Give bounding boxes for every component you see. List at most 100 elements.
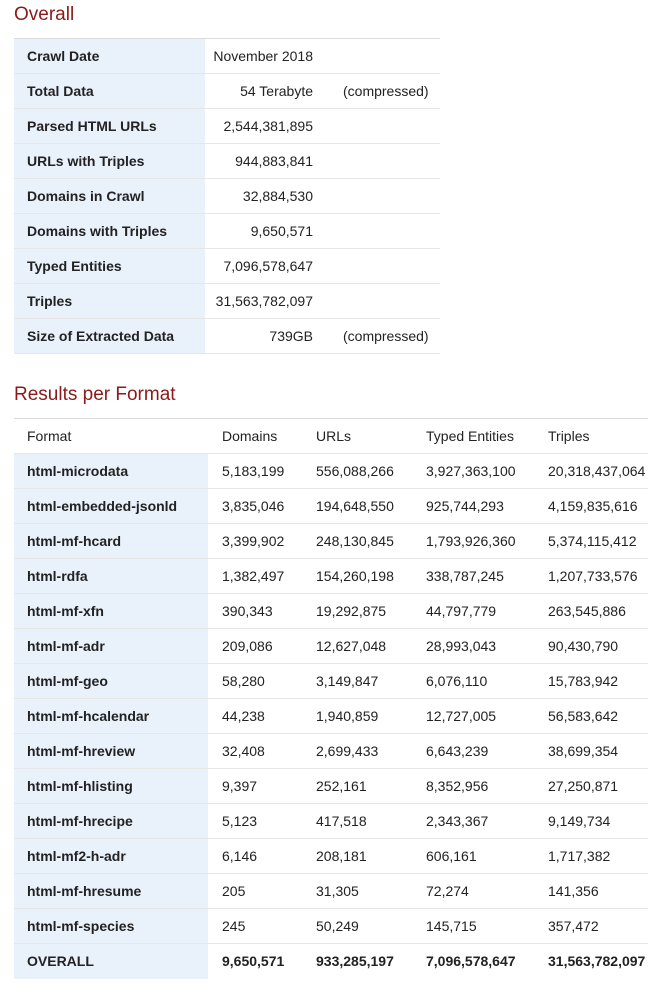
col-header-typed-entities: Typed Entities <box>412 418 534 454</box>
domains-cell: 32,408 <box>208 733 302 769</box>
format-cell: html-mf-hreview <box>14 733 208 769</box>
urls-cell: 50,249 <box>302 908 412 944</box>
col-header-format: Format <box>14 418 208 454</box>
triples-cell: 9,149,734 <box>534 803 648 839</box>
overall-value: 9,650,571 <box>205 213 321 249</box>
overall-label: Crawl Date <box>14 38 205 74</box>
results-per-format-heading: Results per Format <box>14 384 176 405</box>
table-row: html-mf-hcalendar 44,238 1,940,859 12,727,0… <box>14 698 648 734</box>
urls-cell: 248,130,845 <box>302 523 412 559</box>
table-row: Total Data 54 Terabyte (compressed) <box>14 73 440 109</box>
urls-cell: 154,260,198 <box>302 558 412 594</box>
domains-cell: 209,086 <box>208 628 302 664</box>
table-row: html-mf-hrecipe 5,123 417,518 2,343,367 9,14… <box>14 803 648 839</box>
urls-cell: 194,648,550 <box>302 488 412 524</box>
table-row: html-mf-geo 58,280 3,149,847 6,076,110 15,78… <box>14 663 648 699</box>
format-cell: html-mf-hrecipe <box>14 803 208 839</box>
overall-value: 54 Terabyte <box>205 73 321 109</box>
urls-cell: 31,305 <box>302 873 412 909</box>
results-per-format-table: Format Domains URLs Typed Entities Tripl… <box>14 418 648 979</box>
domains-cell: 6,146 <box>208 838 302 874</box>
table-row: html-mf-species 245 50,249 145,715 357,472 <box>14 908 648 944</box>
table-row: html-mf-hreview 32,408 2,699,433 6,643,239 3… <box>14 733 648 769</box>
overall-note: (compressed) <box>321 318 440 354</box>
triples-cell: 1,717,382 <box>534 838 648 874</box>
typed-entities-cell: 145,715 <box>412 908 534 944</box>
format-cell: html-microdata <box>14 453 208 489</box>
typed-entities-cell: 338,787,245 <box>412 558 534 594</box>
format-cell: html-mf-hcalendar <box>14 698 208 734</box>
format-cell: html-mf-geo <box>14 663 208 699</box>
triples-cell: 20,318,437,064 <box>534 453 648 489</box>
triples-cell: 357,472 <box>534 908 648 944</box>
overall-label: Parsed HTML URLs <box>14 108 205 144</box>
overall-value: 32,884,530 <box>205 178 321 214</box>
triples-cell: 38,699,354 <box>534 733 648 769</box>
total-format-cell: OVERALL <box>14 943 208 979</box>
total-domains-cell: 9,650,571 <box>222 953 285 970</box>
overall-label: Total Data <box>14 73 205 109</box>
domains-cell: 3,835,046 <box>208 488 302 524</box>
overall-value: 739GB <box>205 318 321 354</box>
typed-entities-cell: 2,343,367 <box>412 803 534 839</box>
triples-cell: 27,250,871 <box>534 768 648 804</box>
overall-label: Domains in Crawl <box>14 178 205 214</box>
overall-note: (compressed) <box>321 73 440 109</box>
typed-entities-cell: 1,793,926,360 <box>412 523 534 559</box>
format-cell: html-mf-hresume <box>14 873 208 909</box>
urls-cell: 252,161 <box>302 768 412 804</box>
triples-cell: 4,159,835,616 <box>534 488 648 524</box>
overall-label: Size of Extracted Data <box>14 318 205 354</box>
table-row: html-rdfa 1,382,497 154,260,198 338,787,245… <box>14 558 648 594</box>
table-row: Crawl Date November 2018 <box>14 38 440 74</box>
format-cell: html-mf-xfn <box>14 593 208 629</box>
typed-entities-cell: 6,643,239 <box>412 733 534 769</box>
triples-cell: 15,783,942 <box>534 663 648 699</box>
urls-cell: 1,940,859 <box>302 698 412 734</box>
urls-cell: 19,292,875 <box>302 593 412 629</box>
table-row: Triples 31,563,782,097 <box>14 283 440 319</box>
table-row: html-mf-adr 209,086 12,627,048 28,993,043 90… <box>14 628 648 664</box>
overall-note <box>321 108 440 144</box>
overall-label: Domains with Triples <box>14 213 205 249</box>
table-row: Size of Extracted Data 739GB (compressed) <box>14 318 440 354</box>
overall-note <box>321 248 440 284</box>
format-cell: html-embedded-jsonld <box>14 488 208 524</box>
triples-cell: 56,583,642 <box>534 698 648 734</box>
urls-cell: 417,518 <box>302 803 412 839</box>
typed-entities-cell: 3,927,363,100 <box>412 453 534 489</box>
overall-value: 31,563,782,097 <box>205 283 321 319</box>
table-row: html-mf-xfn 390,343 19,292,875 44,797,779 26… <box>14 593 648 629</box>
typed-entities-cell: 606,161 <box>412 838 534 874</box>
overall-value: November 2018 <box>205 38 321 74</box>
format-cell: html-mf-adr <box>14 628 208 664</box>
table-row: URLs with Triples 944,883,841 <box>14 143 440 179</box>
table-header-row: Format Domains URLs Typed Entities Tripl… <box>14 418 648 454</box>
overall-label: Typed Entities <box>14 248 205 284</box>
overall-heading: Overall <box>14 4 75 25</box>
total-row: OVERALL 9,650,571 933,285,197 7,096,578,647… <box>14 943 648 979</box>
format-cell: html-rdfa <box>14 558 208 594</box>
table-row: html-embedded-jsonld 3,835,046 194,648,550… <box>14 488 648 524</box>
triples-cell: 1,207,733,576 <box>534 558 648 594</box>
col-header-urls: URLs <box>302 418 412 454</box>
typed-entities-cell: 12,727,005 <box>412 698 534 734</box>
domains-cell: 3,399,902 <box>208 523 302 559</box>
total-typed-entities-cell: 7,096,578,647 <box>426 953 516 970</box>
typed-entities-cell: 8,352,956 <box>412 768 534 804</box>
urls-cell: 556,088,266 <box>302 453 412 489</box>
format-cell: html-mf-hcard <box>14 523 208 559</box>
typed-entities-cell: 925,744,293 <box>412 488 534 524</box>
total-triples-cell: 31,563,782,097 <box>548 953 646 970</box>
table-row: Typed Entities 7,096,578,647 <box>14 248 440 284</box>
overall-note <box>321 283 440 319</box>
overall-label: URLs with Triples <box>14 143 205 179</box>
urls-cell: 2,699,433 <box>302 733 412 769</box>
overall-note <box>321 178 440 214</box>
overall-value: 7,096,578,647 <box>205 248 321 284</box>
typed-entities-cell: 72,274 <box>412 873 534 909</box>
domains-cell: 5,123 <box>208 803 302 839</box>
table-row: Domains with Triples 9,650,571 <box>14 213 440 249</box>
domains-cell: 205 <box>208 873 302 909</box>
triples-cell: 90,430,790 <box>534 628 648 664</box>
